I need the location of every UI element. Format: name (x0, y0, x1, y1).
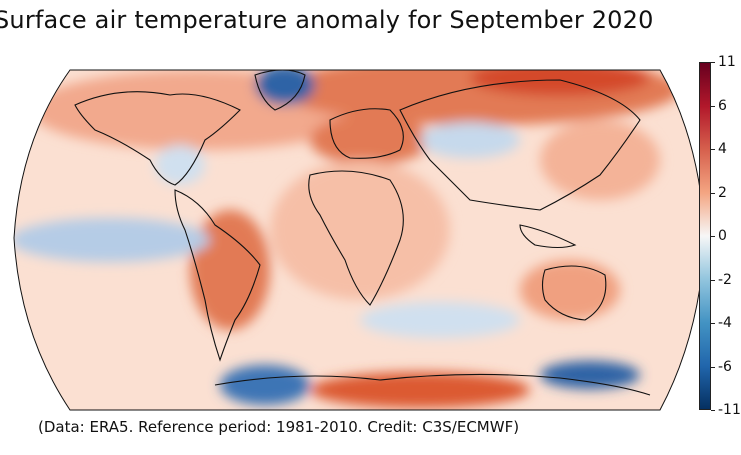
colorbar-tick-mark (711, 105, 715, 107)
anomaly-antarctica-hot (310, 372, 530, 408)
colorbar-tick-mark (711, 62, 715, 63)
colorbar-tick-mark (711, 192, 715, 194)
colorbar-tick-mark (711, 410, 715, 411)
anomaly-australia (520, 260, 620, 320)
anomaly-ross-cold (540, 361, 640, 389)
anomaly-antarctic-cold (220, 365, 310, 405)
anomaly-africa (270, 160, 450, 300)
credit-text: (Data: ERA5. Reference period: 1981-2010… (38, 418, 520, 436)
colorbar-tick-mark (711, 279, 715, 281)
colorbar-tick-mark (711, 236, 715, 237)
colorbar-tick-label: -11 (718, 402, 741, 418)
colorbar-tick-mark (711, 366, 715, 368)
anomaly-arctic-hot (470, 70, 650, 96)
colorbar-tick-label: -6 (718, 358, 732, 375)
anomaly-greenland-cold (255, 70, 315, 105)
anomaly-east-asia (540, 120, 660, 200)
colorbar-tick-mark (711, 323, 715, 324)
map-border (13, 69, 706, 411)
anomaly-central-asia-cool (420, 122, 520, 158)
colorbar-tick-label: 2 (718, 184, 727, 201)
colorbar-tick-label: 6 (718, 97, 727, 114)
colorbar (699, 62, 711, 410)
colorbar-tick-label: 4 (718, 141, 727, 157)
colorbar-tick-label: 11 (718, 54, 736, 70)
coastlines (74, 70, 651, 396)
anomaly-us-cool (155, 145, 205, 185)
anomaly-pacific-cool (14, 218, 210, 262)
colorbar-tick-mark (711, 149, 715, 150)
colorbar-tick-label: -4 (718, 315, 732, 331)
page-title: Surface air temperature anomaly for Sept… (0, 6, 654, 34)
anomaly-indian-cool (360, 302, 520, 338)
anomaly-europe (310, 115, 430, 165)
colorbar-tick-label: 0 (718, 228, 727, 244)
colorbar-tick-label: -2 (718, 271, 732, 288)
